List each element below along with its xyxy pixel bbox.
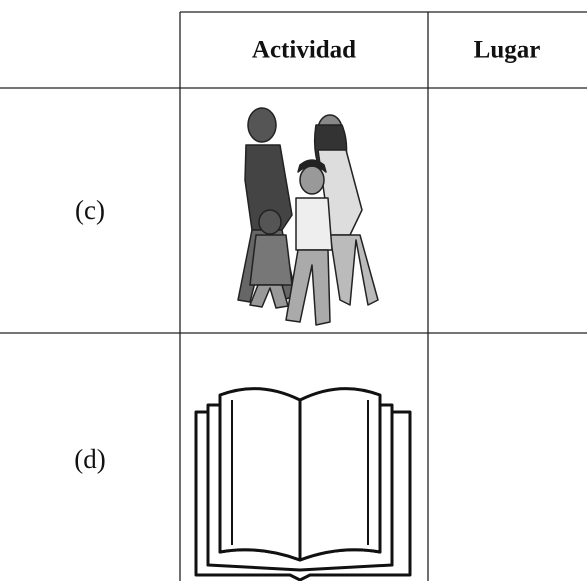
family-walking-illustration <box>237 107 379 326</box>
row-label: (d) <box>74 444 105 474</box>
column-header: Lugar <box>474 37 541 64</box>
open-book-icon <box>194 387 412 581</box>
table-borders <box>0 11 587 581</box>
row-label: (c) <box>75 195 105 225</box>
column-header: Actividad <box>252 37 356 64</box>
